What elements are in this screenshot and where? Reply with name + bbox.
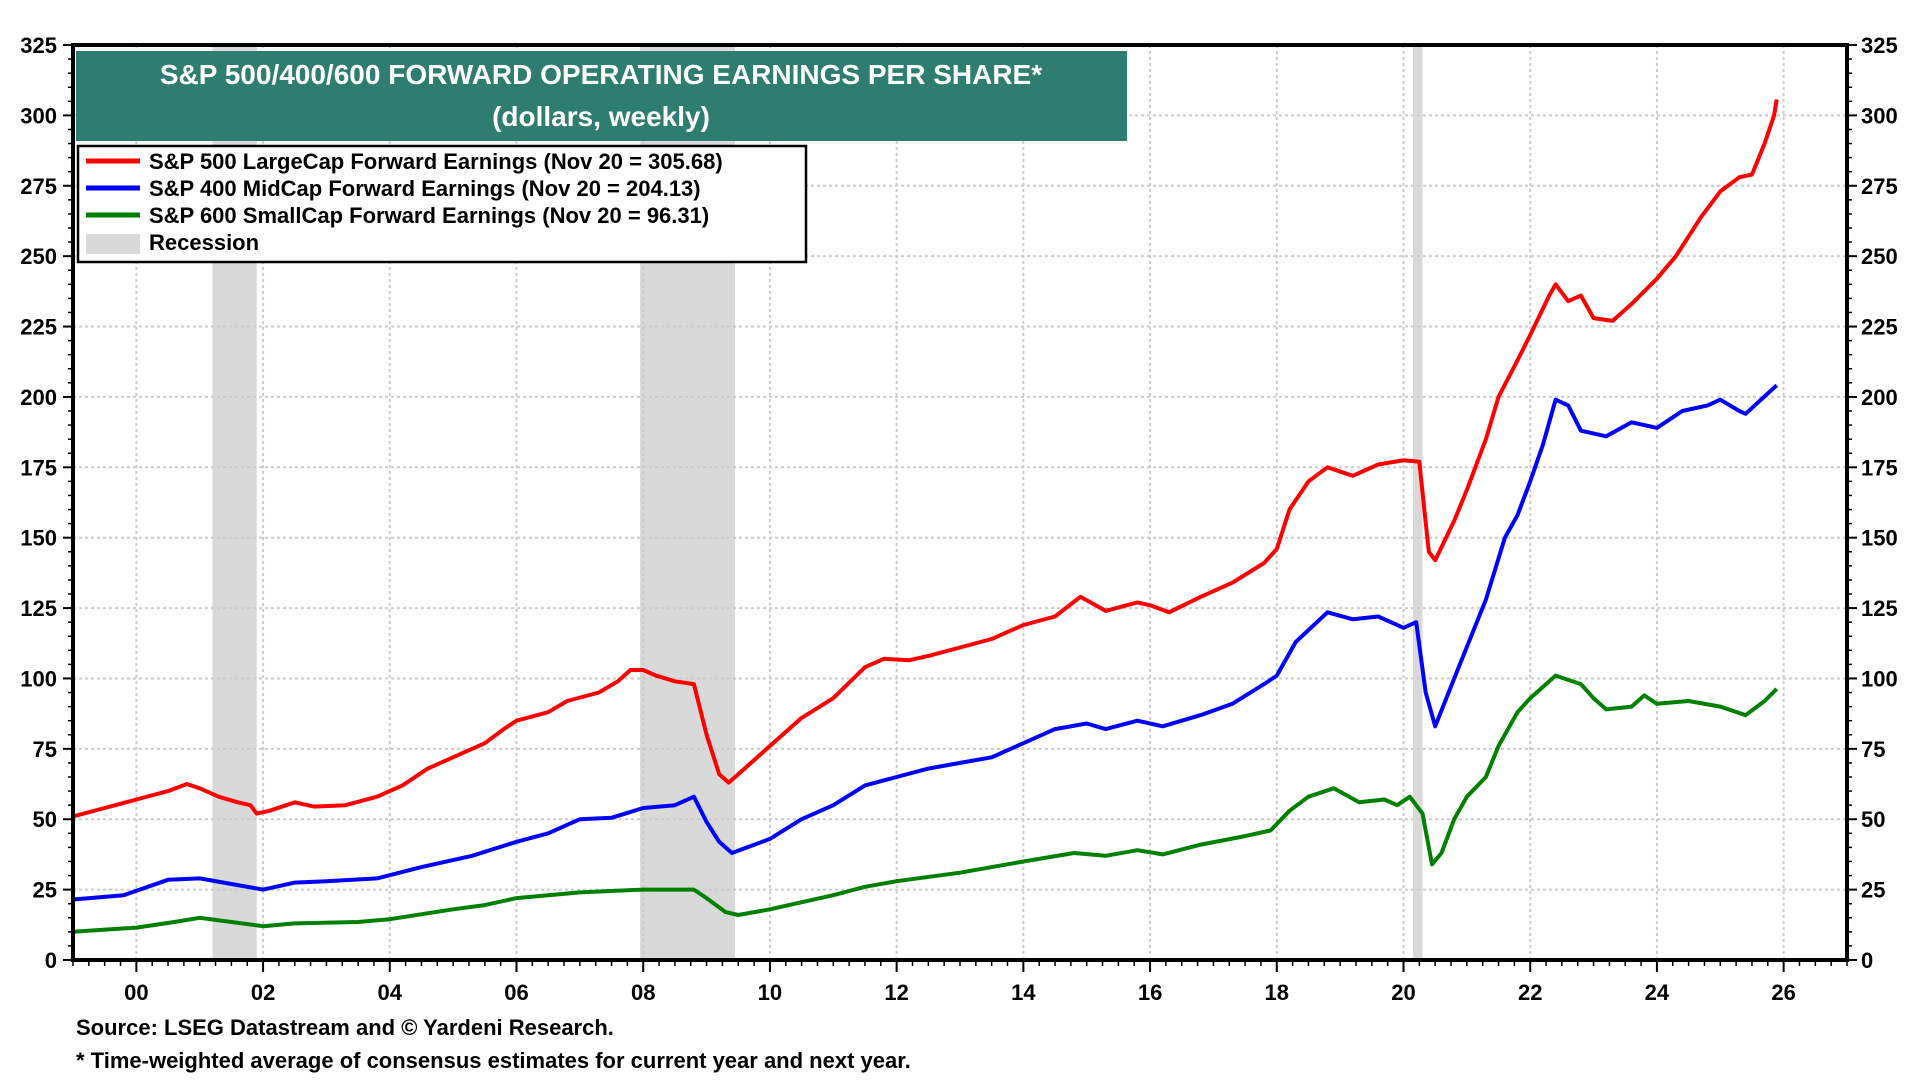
y-tick-label-right: 125 [1861, 596, 1898, 621]
x-tick-label: 10 [758, 980, 782, 1005]
y-tick-label-right: 75 [1861, 737, 1885, 762]
y-tick-label-left: 125 [20, 596, 57, 621]
y-tick-label-left: 300 [20, 103, 57, 128]
y-tick-label-left: 175 [20, 455, 57, 480]
y-tick-label-right: 0 [1861, 948, 1873, 973]
x-tick-label: 22 [1518, 980, 1542, 1005]
x-tick-label: 08 [631, 980, 655, 1005]
x-tick-label: 26 [1771, 980, 1795, 1005]
y-tick-label-left: 50 [33, 807, 57, 832]
legend-label-sp400: S&P 400 MidCap Forward Earnings (Nov 20 … [149, 176, 701, 201]
source-note: Source: LSEG Datastream and © Yardeni Re… [76, 1015, 614, 1040]
y-tick-label-right: 25 [1861, 878, 1885, 903]
y-tick-label-left: 0 [45, 948, 57, 973]
y-tick-label-left: 250 [20, 244, 57, 269]
y-tick-label-right: 250 [1861, 244, 1898, 269]
y-tick-label-right: 175 [1861, 455, 1898, 480]
y-tick-label-right: 50 [1861, 807, 1885, 832]
legend: S&P 500 LargeCap Forward Earnings (Nov 2… [76, 144, 808, 264]
y-tick-label-left: 100 [20, 666, 57, 691]
y-tick-label-left: 150 [20, 526, 57, 551]
y-tick-label-left: 275 [20, 174, 57, 199]
x-tick-label: 18 [1265, 980, 1289, 1005]
chart-subtitle: (dollars, weekly) [492, 101, 710, 132]
sp400-line [72, 383, 1779, 902]
y-tick-label-left: 325 [20, 33, 57, 58]
legend-swatch-recession [86, 234, 140, 254]
title-box: S&P 500/400/600 FORWARD OPERATING EARNIN… [76, 51, 1127, 141]
y-tick-label-right: 100 [1861, 666, 1898, 691]
x-tick-label: 24 [1645, 980, 1670, 1005]
x-tick-label: 20 [1391, 980, 1415, 1005]
y-tick-label-right: 325 [1861, 33, 1898, 58]
y-tick-label-left: 75 [33, 737, 57, 762]
legend-label-sp500: S&P 500 LargeCap Forward Earnings (Nov 2… [149, 149, 723, 174]
chart-title: S&P 500/400/600 FORWARD OPERATING EARNIN… [160, 59, 1042, 90]
y-tick-label-right: 225 [1861, 315, 1898, 340]
y-tick-label-left: 25 [33, 878, 57, 903]
x-tick-label: 00 [124, 980, 148, 1005]
x-tick-label: 14 [1011, 980, 1036, 1005]
y-tick-label-right: 275 [1861, 174, 1898, 199]
legend-label-sp600: S&P 600 SmallCap Forward Earnings (Nov 2… [149, 203, 709, 228]
recession-band [1413, 45, 1423, 960]
footnote: * Time-weighted average of consensus est… [76, 1048, 911, 1073]
y-tick-label-left: 200 [20, 385, 57, 410]
legend-label-recession: Recession [149, 230, 259, 255]
sp500-line [72, 99, 1779, 819]
x-tick-label: 04 [378, 980, 403, 1005]
x-tick-label: 16 [1138, 980, 1162, 1005]
series-lines [72, 99, 1779, 934]
y-tick-label-right: 300 [1861, 103, 1898, 128]
x-tick-label: 12 [884, 980, 908, 1005]
x-tick-label: 06 [504, 980, 528, 1005]
y-tick-label-left: 225 [20, 315, 57, 340]
x-tick-label: 02 [251, 980, 275, 1005]
sp600-line [72, 673, 1779, 934]
y-tick-label-right: 200 [1861, 385, 1898, 410]
y-tick-label-right: 150 [1861, 526, 1898, 551]
